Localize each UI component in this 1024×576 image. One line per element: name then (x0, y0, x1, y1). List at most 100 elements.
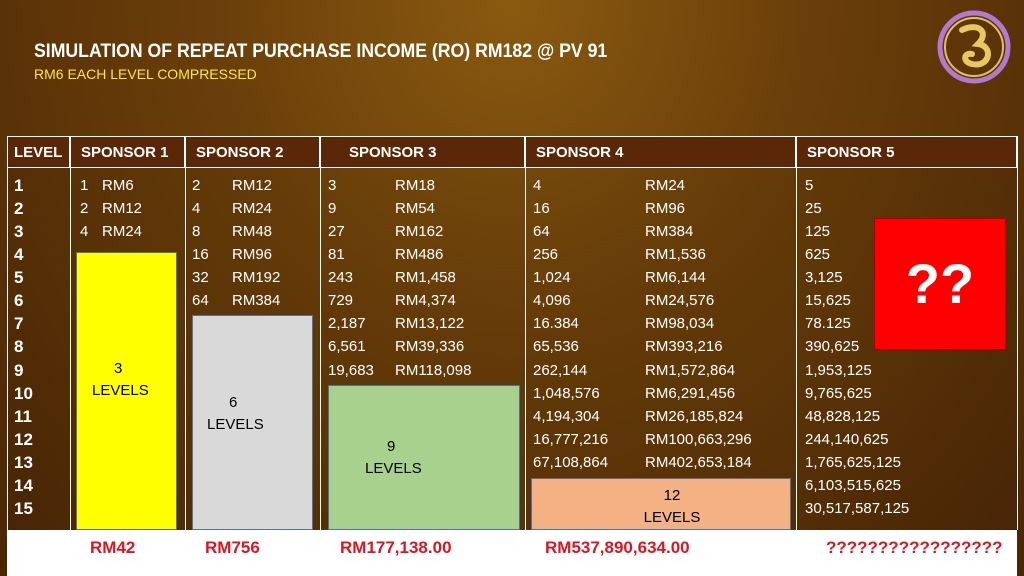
count: 3 (328, 177, 337, 194)
amount: RM192 (232, 269, 281, 287)
column-divider (7, 136, 8, 530)
amount: RM24,576 (645, 292, 715, 310)
amount: RM12 (232, 177, 273, 194)
level-number: 5 (14, 268, 24, 288)
column-divider (320, 136, 321, 530)
count: 244,140,625 (805, 430, 889, 448)
count: 16,777,216 (533, 430, 609, 448)
box-label: LEVELS (92, 382, 149, 399)
column-divider (796, 136, 797, 530)
amount: RM6,291,456 (645, 384, 736, 402)
level-number: 9 (14, 360, 24, 380)
level-number: 13 (14, 452, 33, 472)
box-label: LEVELS (643, 509, 701, 526)
box-label: 3 (114, 360, 123, 377)
column-divider (1017, 136, 1018, 530)
count: 9 (328, 200, 337, 218)
count: 81 (328, 246, 345, 264)
count: 4 (192, 200, 201, 218)
level-number: 8 (14, 337, 24, 357)
amount: RM24 (645, 177, 686, 194)
count: 30,517,587,125 (805, 499, 910, 517)
count: 2 (192, 177, 201, 194)
count: 19,683 (328, 361, 374, 379)
amount: RM24 (232, 200, 273, 218)
count: 4 (80, 223, 89, 241)
level-box: 9 LEVELS (328, 385, 520, 530)
amount: RM1,572,864 (645, 361, 736, 379)
amount: RM384 (232, 292, 281, 310)
column-header: LEVEL (7, 136, 70, 168)
level-number: 14 (14, 475, 33, 495)
count: 65,536 (533, 338, 579, 356)
amount: RM118,098 (395, 361, 472, 379)
count: 64 (533, 223, 550, 241)
count: 256 (533, 246, 559, 264)
count: 8 (192, 223, 201, 241)
count: 32 (192, 269, 209, 287)
level-number: 6 (14, 291, 24, 311)
amount: RM162 (395, 223, 444, 241)
box-label: ?? (905, 252, 975, 315)
count: 2,187 (328, 315, 366, 333)
level-number: 12 (14, 429, 33, 449)
count: 262,144 (533, 361, 588, 379)
column-header: SPONSOR 1 (70, 136, 185, 168)
amount: RM100,663,296 (645, 430, 752, 448)
count: 1,953,125 (805, 361, 872, 379)
total: ????????????????? (826, 538, 1003, 557)
count: 1,765,625,125 (805, 453, 901, 471)
title: SIMULATION OF REPEAT PURCHASE INCOME (RO… (34, 41, 608, 62)
amount: RM98,034 (645, 315, 715, 333)
count: 78.125 (805, 315, 851, 333)
count: 4,096 (533, 292, 571, 310)
level-box: 6 LEVELS (192, 315, 313, 530)
count: 2 (80, 200, 89, 218)
count: 125 (805, 223, 831, 241)
amount: RM18 (395, 177, 436, 194)
count: 5 (805, 177, 814, 194)
count: 3,125 (805, 269, 843, 287)
level-box: 12 LEVELS (531, 478, 791, 530)
amount: RM48 (232, 223, 273, 241)
column-divider (185, 136, 186, 530)
count: 4 (533, 177, 542, 194)
count: 6,103,515,625 (805, 476, 901, 494)
level-number: 10 (14, 383, 33, 403)
count: 16 (192, 246, 209, 264)
amount: RM13,122 (395, 315, 465, 333)
total: RM537,890,634.00 (545, 538, 690, 557)
count: 16 (533, 200, 550, 218)
amount: RM26,185,824 (645, 407, 744, 425)
count: 390,625 (805, 338, 860, 356)
amount: RM6 (102, 177, 134, 194)
count: 729 (328, 292, 354, 310)
count: 1,024 (533, 269, 571, 287)
count: 4,194,304 (533, 407, 600, 425)
column-divider (525, 136, 526, 530)
level-box: 3 LEVELS (76, 252, 177, 530)
level-number: 11 (14, 406, 32, 426)
box-label: 12 (663, 487, 681, 504)
level-number: 7 (14, 314, 24, 334)
box-label: 9 (387, 438, 396, 455)
level-number: 4 (14, 245, 24, 265)
count: 25 (805, 200, 822, 218)
amount: RM1,458 (395, 269, 456, 287)
count: 6,561 (328, 338, 366, 356)
amount: RM39,336 (395, 338, 465, 356)
count: 48,828,125 (805, 407, 881, 425)
level-number: 1 (14, 176, 24, 195)
count: 67,108,864 (533, 453, 609, 471)
count: 1,048,576 (533, 384, 600, 402)
amount: RM402,653,184 (645, 453, 752, 471)
level-number: 3 (14, 222, 24, 242)
column-header: SPONSOR 5 (796, 136, 1017, 168)
totals-row (7, 530, 1017, 576)
column-header: SPONSOR 2 (185, 136, 320, 168)
count: 15,625 (805, 292, 851, 310)
total: RM42 (90, 538, 136, 557)
count: 625 (805, 246, 831, 264)
level-number: 15 (14, 498, 33, 518)
